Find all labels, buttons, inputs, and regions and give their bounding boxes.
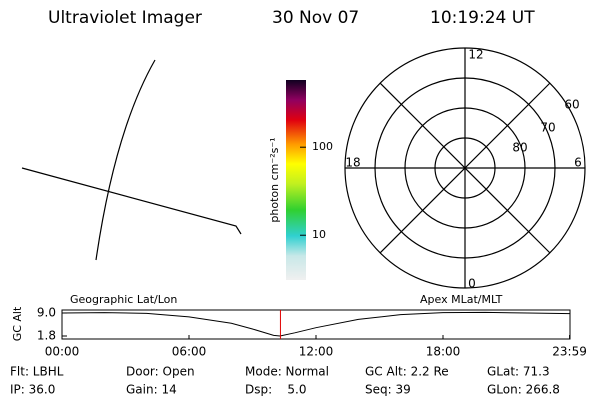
instrument: Ultraviolet Imager	[48, 8, 202, 28]
y-tick-label: 9.0	[37, 306, 56, 320]
mlt-label: 6	[574, 156, 582, 170]
alt-frame	[61, 309, 571, 340]
colorbar	[286, 80, 306, 280]
x-tick-label: 12:00	[299, 345, 334, 359]
alt-right-label: Apex MLat/MLT	[420, 293, 503, 306]
alt-curve	[61, 311, 571, 337]
lat-ring	[434, 137, 496, 199]
info-field: Door: Open	[126, 365, 195, 379]
x-tick-label: 23:59	[552, 345, 587, 359]
lat-ring	[374, 77, 556, 259]
mlt-label: 12	[468, 48, 483, 62]
polar-plot	[344, 47, 586, 289]
lat-label: 70	[540, 121, 555, 135]
info-field: Mode: Normal	[245, 365, 329, 379]
info-field: GLat: 71.3	[487, 365, 550, 379]
info-field: GC Alt: 2.2 Re	[365, 365, 449, 379]
y-tick-label: 1.8	[37, 329, 56, 343]
geo-grid	[21, 59, 242, 261]
mlt-label: 0	[468, 277, 476, 291]
x-tick-label: 06:00	[172, 345, 207, 359]
lat-label: 80	[512, 141, 527, 155]
info-field: Gain: 14	[126, 383, 177, 397]
time: 10:19:24 UT	[430, 8, 535, 28]
colorbar-tick-label: 100	[312, 140, 333, 153]
mlt-label: 18	[345, 156, 360, 170]
info-field: Flt: LBHL	[10, 365, 64, 379]
x-tick-label: 00:00	[45, 345, 80, 359]
lat-label: 60	[564, 98, 579, 112]
alt-left-label: Geographic Lat/Lon	[70, 293, 177, 306]
info-field: Dsp: 5.0	[245, 383, 307, 397]
colorbar-label: photon cm⁻²s⁻¹	[268, 137, 281, 222]
info-field: Seq: 39	[365, 383, 411, 397]
alt-ylabel: GC Alt	[11, 306, 24, 341]
x-tick-label: 18:00	[426, 345, 461, 359]
lat-ring	[404, 107, 526, 229]
info-field: GLon: 266.8	[487, 383, 560, 397]
colorbar-tick-label: 10	[312, 228, 326, 241]
date: 30 Nov 07	[272, 8, 359, 28]
info-field: IP: 36.0	[10, 383, 55, 397]
